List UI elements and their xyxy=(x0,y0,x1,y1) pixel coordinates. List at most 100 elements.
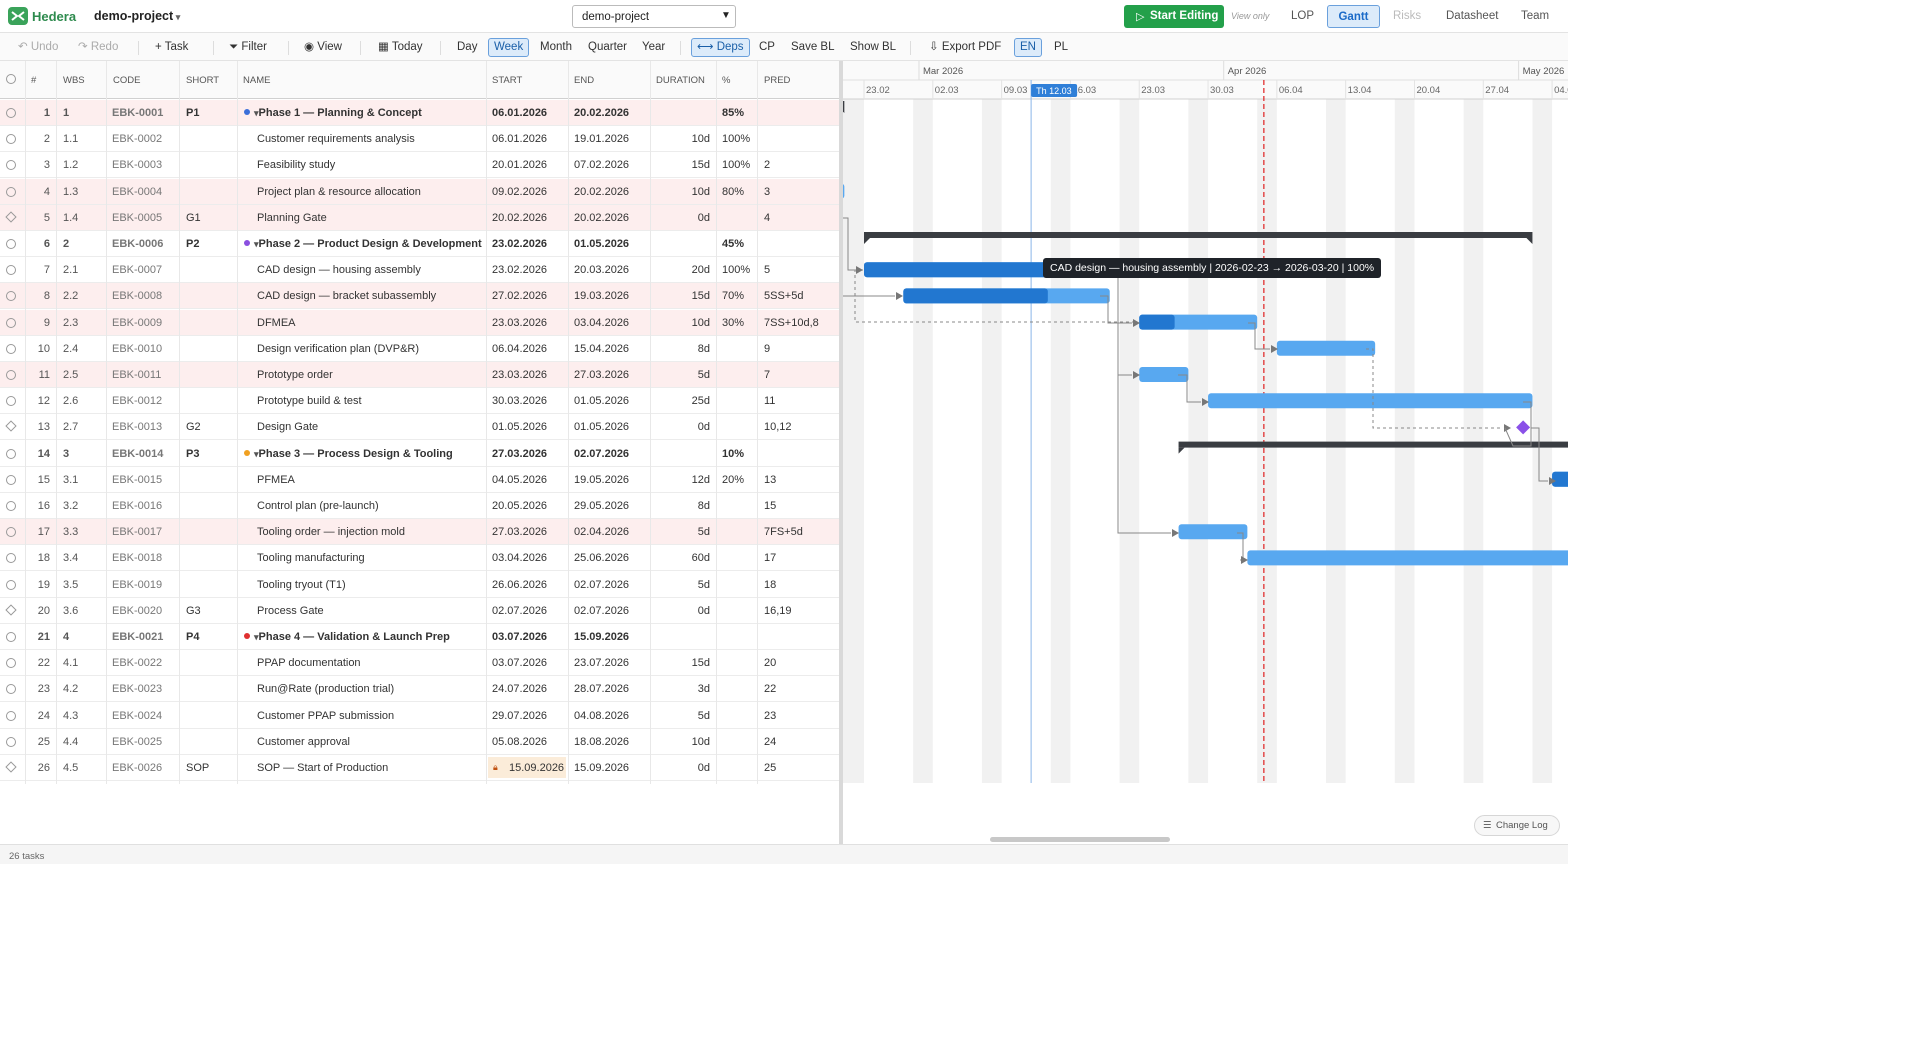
row-select-checkbox[interactable] xyxy=(6,186,16,197)
row-select-checkbox[interactable] xyxy=(6,684,16,695)
table-row[interactable]: 16 3.2 EBK-0016 Control plan (pre-launch) 20… xyxy=(0,493,840,519)
table-row[interactable]: 23 4.2 EBK-0023 Run@Rate (production trial)… xyxy=(0,676,840,703)
table-row[interactable]: 12 2.6 EBK-0012 Prototype build & test 30.03… xyxy=(0,388,840,415)
table-row[interactable]: 5 1.4 EBK-0005 G1 Planning Gate 20.02.2026 20.… xyxy=(0,204,840,231)
column-header-end[interactable]: END xyxy=(574,75,595,86)
collapse-caret-icon[interactable]: ▾ xyxy=(254,632,259,642)
collapse-caret-icon[interactable]: ▾ xyxy=(254,239,259,249)
task-bar[interactable] xyxy=(1276,340,1376,356)
scale-day-button[interactable]: Day xyxy=(457,41,478,53)
table-row[interactable]: 17 3.3 EBK-0017 Tooling order — injection m… xyxy=(0,519,840,546)
summary-bar[interactable] xyxy=(843,101,845,107)
milestone-marker-icon[interactable] xyxy=(5,420,17,433)
column-header-duration[interactable]: DURATION xyxy=(656,75,705,86)
row-select-checkbox[interactable] xyxy=(6,710,16,721)
project-select[interactable]: demo-project ▼ xyxy=(572,5,736,28)
table-row[interactable]: 24 4.3 EBK-0024 Customer PPAP submission 29.… xyxy=(0,702,840,729)
collapse-caret-icon[interactable]: ▾ xyxy=(254,448,259,459)
save-baseline-button[interactable]: Save BL xyxy=(791,41,835,53)
row-select-checkbox[interactable] xyxy=(6,343,16,354)
row-select-checkbox[interactable] xyxy=(6,370,16,380)
app-name[interactable]: Hedera xyxy=(32,9,77,24)
row-select-checkbox[interactable] xyxy=(6,501,16,511)
today-button[interactable]: ▦ Today xyxy=(374,38,427,57)
table-row[interactable]: 26 4.5 EBK-0026 SOP SOP — Start of Productio… xyxy=(0,755,840,781)
row-select-checkbox[interactable] xyxy=(6,553,16,564)
task-bar[interactable] xyxy=(843,184,845,199)
summary-bar[interactable] xyxy=(864,232,1533,238)
filter-button[interactable]: ⏷ Filter xyxy=(225,38,271,57)
row-select-checkbox[interactable] xyxy=(6,239,16,249)
row-select-checkbox[interactable] xyxy=(6,108,16,118)
critical-path-toggle[interactable]: CP xyxy=(759,41,775,53)
column-header-wbs[interactable]: WBS xyxy=(63,75,85,86)
table-row[interactable]: 4 1.3 EBK-0004 Project plan & resource allo… xyxy=(0,178,840,205)
select-all-checkbox[interactable] xyxy=(6,74,16,84)
scale-month-button[interactable]: Month xyxy=(540,41,572,53)
show-baseline-button[interactable]: Show BL xyxy=(850,41,897,53)
row-select-checkbox[interactable] xyxy=(6,317,16,328)
horizontal-scrollbar[interactable] xyxy=(990,837,1170,842)
view-button[interactable]: ◉ View xyxy=(300,38,346,57)
task-bar[interactable] xyxy=(1178,524,1248,540)
task-bar[interactable] xyxy=(1208,393,1533,409)
table-row[interactable]: 1 1 EBK-0001 P1 ▾Phase 1 — Planning & Concep… xyxy=(0,100,840,126)
column-header-start[interactable]: START xyxy=(492,75,523,86)
table-row[interactable]: 14 3 EBK-0014 P3 ▾Phase 3 — Process Design &… xyxy=(0,440,840,467)
table-row[interactable]: 19 3.5 EBK-0019 Tooling tryout (T1) 26.06.20… xyxy=(0,571,840,598)
milestone-marker-icon[interactable] xyxy=(5,604,17,616)
table-row[interactable]: 25 4.4 EBK-0025 Customer approval 05.08.2026… xyxy=(0,728,840,755)
row-select-checkbox[interactable] xyxy=(6,474,16,485)
row-select-checkbox[interactable] xyxy=(6,658,16,669)
table-row[interactable]: 11 2.5 EBK-0011 Prototype order 23.03.2026 27… xyxy=(0,362,840,388)
lang-en-button[interactable]: EN xyxy=(1014,38,1042,57)
column-header-pred[interactable]: PRED xyxy=(764,75,791,86)
pane-splitter[interactable] xyxy=(839,61,843,844)
column-header-number[interactable]: # xyxy=(31,75,37,86)
row-select-checkbox[interactable] xyxy=(6,527,16,538)
undo-button[interactable]: ↶ Undo xyxy=(14,38,62,57)
scale-quarter-button[interactable]: Quarter xyxy=(588,41,627,53)
task-bar[interactable] xyxy=(1139,367,1189,382)
tab-gantt[interactable]: Gantt xyxy=(1327,5,1380,28)
table-row[interactable]: 2 1.1 EBK-0002 Customer requirements analys… xyxy=(0,126,840,153)
table-row[interactable]: 6 2 EBK-0006 P2 ▾Phase 2 — Product Design & … xyxy=(0,231,840,257)
row-select-checkbox[interactable] xyxy=(6,632,16,642)
table-row[interactable]: 7 2.1 EBK-0007 CAD design — housing assembl… xyxy=(0,257,840,284)
table-row[interactable]: 9 2.3 EBK-0009 DFMEA 23.03.2026 03.04.2026 10d… xyxy=(0,309,840,336)
column-header-percent[interactable]: % xyxy=(722,75,731,86)
table-row[interactable]: 22 4.1 EBK-0022 PPAP documentation 03.07.202… xyxy=(0,650,840,677)
scale-year-button[interactable]: Year xyxy=(642,41,666,53)
tab-lop[interactable]: LOP xyxy=(1291,10,1315,22)
table-row[interactable]: 21 4 EBK-0021 P4 ▾Phase 4 — Validation & Lau… xyxy=(0,624,840,650)
project-name[interactable]: demo-project ▾ xyxy=(94,9,181,23)
task-bar[interactable] xyxy=(1247,550,1568,566)
milestone-marker-icon[interactable] xyxy=(5,211,17,223)
table-row[interactable]: 20 3.6 EBK-0020 G3 Process Gate 02.07.2026 02.… xyxy=(0,597,840,624)
row-select-checkbox[interactable] xyxy=(6,448,16,459)
row-select-checkbox[interactable] xyxy=(6,160,16,171)
table-row[interactable]: 8 2.2 EBK-0008 CAD design — bracket subasse… xyxy=(0,283,840,310)
row-select-checkbox[interactable] xyxy=(6,396,16,407)
column-header-code[interactable]: CODE xyxy=(113,75,141,86)
table-row[interactable]: 13 2.7 EBK-0013 G2 Design Gate 01.05.2026 01.0… xyxy=(0,414,840,441)
table-row[interactable]: 10 2.4 EBK-0010 Design verification plan (D… xyxy=(0,335,840,362)
row-select-checkbox[interactable] xyxy=(6,291,16,302)
add-task-button[interactable]: + Task xyxy=(151,38,192,57)
row-select-checkbox[interactable] xyxy=(6,736,16,747)
tab-datasheet[interactable]: Datasheet xyxy=(1446,10,1499,22)
summary-bar[interactable] xyxy=(1178,441,1568,448)
scale-week-button[interactable]: Week xyxy=(488,38,530,57)
change-log-button[interactable]: ☰ Change Log xyxy=(1474,815,1560,836)
table-row[interactable]: 18 3.4 EBK-0018 Tooling manufacturing 03.04.… xyxy=(0,545,840,572)
column-header-name[interactable]: NAME xyxy=(243,75,271,86)
row-select-checkbox[interactable] xyxy=(6,134,16,145)
column-header-short[interactable]: SHORT xyxy=(186,75,220,86)
row-select-checkbox[interactable] xyxy=(6,579,16,590)
redo-button[interactable]: ↷ Redo xyxy=(74,38,122,57)
collapse-caret-icon[interactable]: ▾ xyxy=(254,108,259,118)
export-pdf-button[interactable]: ⇩ Export PDF xyxy=(925,38,1005,57)
deps-toggle[interactable]: ⟷ Deps xyxy=(691,38,750,57)
lang-pl-button[interactable]: PL xyxy=(1054,41,1069,53)
start-editing-button[interactable]: ▷ Start Editing xyxy=(1124,5,1224,28)
